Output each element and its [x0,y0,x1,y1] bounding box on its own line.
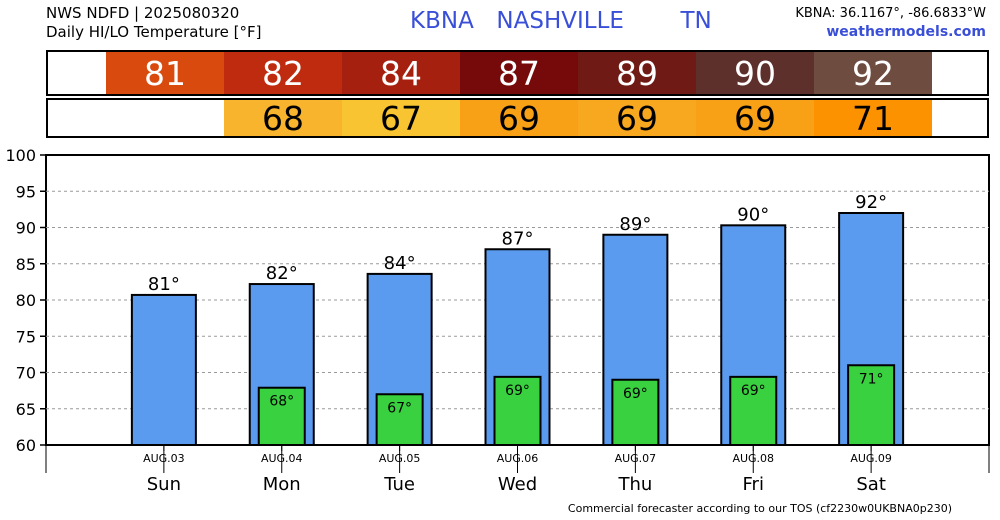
y-tick-label-65: 65 [16,400,36,419]
date-label-0: AUG.03 [143,452,185,465]
day-label-1: Mon [263,474,301,495]
y-tick-label-85: 85 [16,255,36,274]
y-tick-label-60: 60 [16,436,36,455]
station-title: KBNA NASHVILLE TN [410,8,712,34]
low-temp-cell-5: 69 [696,99,814,138]
low-value-label-2: 67° [387,400,412,416]
low-value-label-6: 71° [859,371,884,387]
low-temp-cell-3: 69 [460,99,578,138]
y-tick-label-100: 100 [5,146,36,165]
header-right: KBNA: 36.1167°, -86.6833°W weathermodels… [795,4,986,42]
website-link[interactable]: weathermodels.com [826,24,986,40]
date-label-3: AUG.06 [497,452,539,465]
high-temp-cell-1: 82 [224,52,342,94]
day-label-0: Sun [147,474,181,495]
date-label-2: AUG.05 [379,452,421,465]
high-value-label-4: 89° [619,214,651,235]
date-label-5: AUG.08 [732,452,774,465]
high-temp-cell-4: 89 [578,52,696,94]
low-temp-cell-1: 68 [224,99,342,138]
source-line: NWS NDFD | 2025080320 [46,4,240,22]
high-value-label-3: 87° [502,228,534,249]
date-label-6: AUG.09 [850,452,892,465]
high-value-label-0: 81° [148,274,180,295]
high-temp-cell-3: 87 [460,52,578,94]
station-coordinates: KBNA: 36.1167°, -86.6833°W [795,6,986,21]
low-value-label-1: 68° [269,394,294,410]
high-value-label-6: 92° [855,192,887,213]
high-temperature-strip: 81 82 84 87 89 90 92 [46,50,989,96]
low-bar-1 [257,386,306,447]
y-tick-label-90: 90 [16,219,36,238]
y-tick-label-75: 75 [16,327,36,346]
high-value-label-1: 82° [266,263,298,284]
low-value-label-5: 69° [741,383,766,399]
product-line: Daily HI/LO Temperature [°F] [46,23,262,41]
temperature-bar-chart: 60 65 70 75 80 85 90 95 100 81° AUG.03 Sun 82° 68° AUG… [5,146,990,495]
day-label-2: Tue [383,474,415,495]
day-label-5: Fri [743,474,764,495]
high-temp-cell-0: 81 [106,52,224,94]
low-bar-6 [847,364,896,446]
low-temp-cell-6: 71 [814,99,932,138]
high-temp-cell-5: 90 [696,52,814,94]
y-tick-label-70: 70 [16,364,36,383]
low-temp-cell-2: 67 [342,99,460,138]
date-label-4: AUG.07 [615,452,657,465]
high-temp-cell-6: 92 [814,52,932,94]
low-bar-3 [493,375,542,447]
low-bar-5 [729,375,778,447]
high-temp-cell-2: 84 [342,52,460,94]
date-label-1: AUG.04 [261,452,303,465]
low-value-label-4: 69° [623,386,648,402]
low-temp-cell-4: 69 [578,99,696,138]
y-tick-label-80: 80 [16,291,36,310]
low-bar-4 [611,378,660,446]
high-value-label-2: 84° [384,253,416,274]
high-value-label-5: 90° [737,204,769,225]
y-tick-label-95: 95 [16,182,36,201]
high-bar-0 [130,293,197,446]
day-label-4: Thu [617,474,652,495]
low-temperature-strip: 68 67 69 69 69 71 [46,98,989,138]
day-label-3: Wed [498,474,537,495]
header-left: NWS NDFD | 2025080320 Daily HI/LO Temper… [46,4,262,42]
footer-note: Commercial forecaster according to our T… [567,502,952,515]
day-label-6: Sat [856,474,886,495]
low-bar-2 [375,393,424,446]
low-value-label-3: 69° [505,383,530,399]
